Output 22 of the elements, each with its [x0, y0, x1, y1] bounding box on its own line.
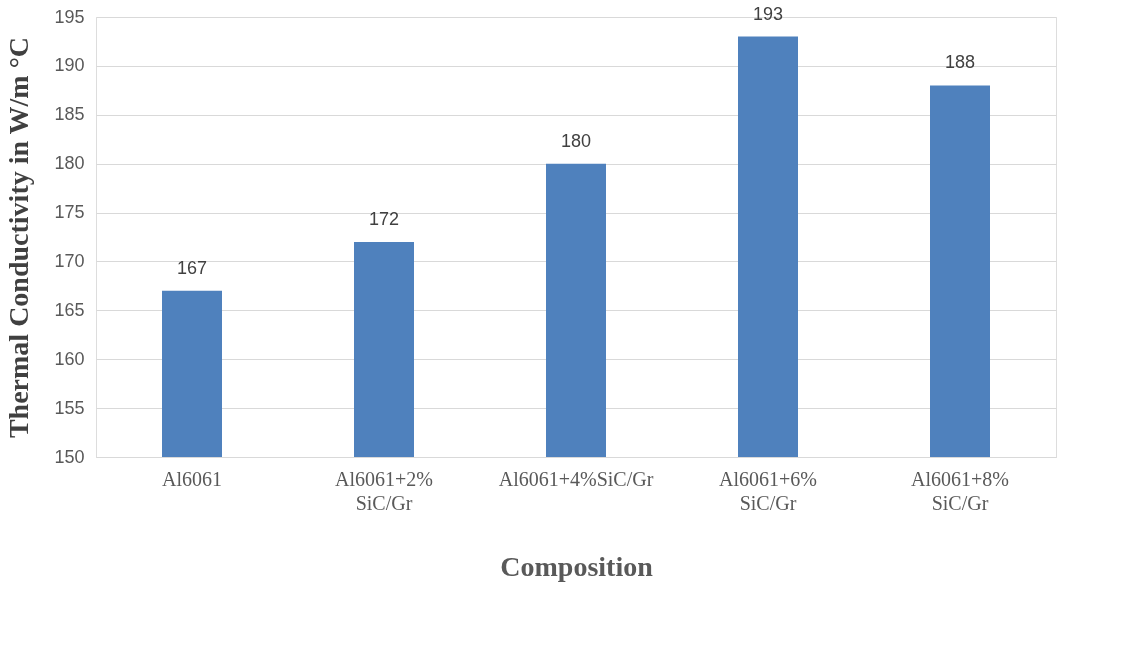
- y-tick-label: 180: [54, 153, 85, 174]
- x-tick-label: Al6061+2% SiC/Gr: [335, 467, 433, 514]
- y-tick-label: 150: [54, 446, 85, 467]
- y-axis-title: Thermal Conductivity in W/m °C: [3, 36, 35, 439]
- data-label: 193: [752, 3, 784, 24]
- y-tick-label: 190: [54, 55, 85, 76]
- y-tick-label: 170: [54, 250, 85, 271]
- y-tick-label: 185: [54, 104, 85, 125]
- y-tick-label: 195: [54, 6, 85, 27]
- data-label: 167: [176, 257, 208, 278]
- data-label: 172: [368, 208, 400, 229]
- x-tick-label: Al6061+4%SiC/Gr: [498, 467, 654, 490]
- x-tick-label: Al6061: [162, 467, 222, 490]
- y-tick-label: 160: [54, 348, 85, 369]
- y-tick-label: 165: [54, 299, 85, 320]
- x-tick-label: Al6061+8% SiC/Gr: [911, 467, 1009, 514]
- y-tick-label: 155: [54, 397, 85, 418]
- y-tick-label: 175: [54, 202, 85, 223]
- data-label: 180: [560, 130, 592, 151]
- x-axis-title: Composition: [500, 550, 654, 582]
- data-label: 188: [944, 52, 976, 73]
- x-tick-label: Al6061+6% SiC/Gr: [719, 467, 817, 514]
